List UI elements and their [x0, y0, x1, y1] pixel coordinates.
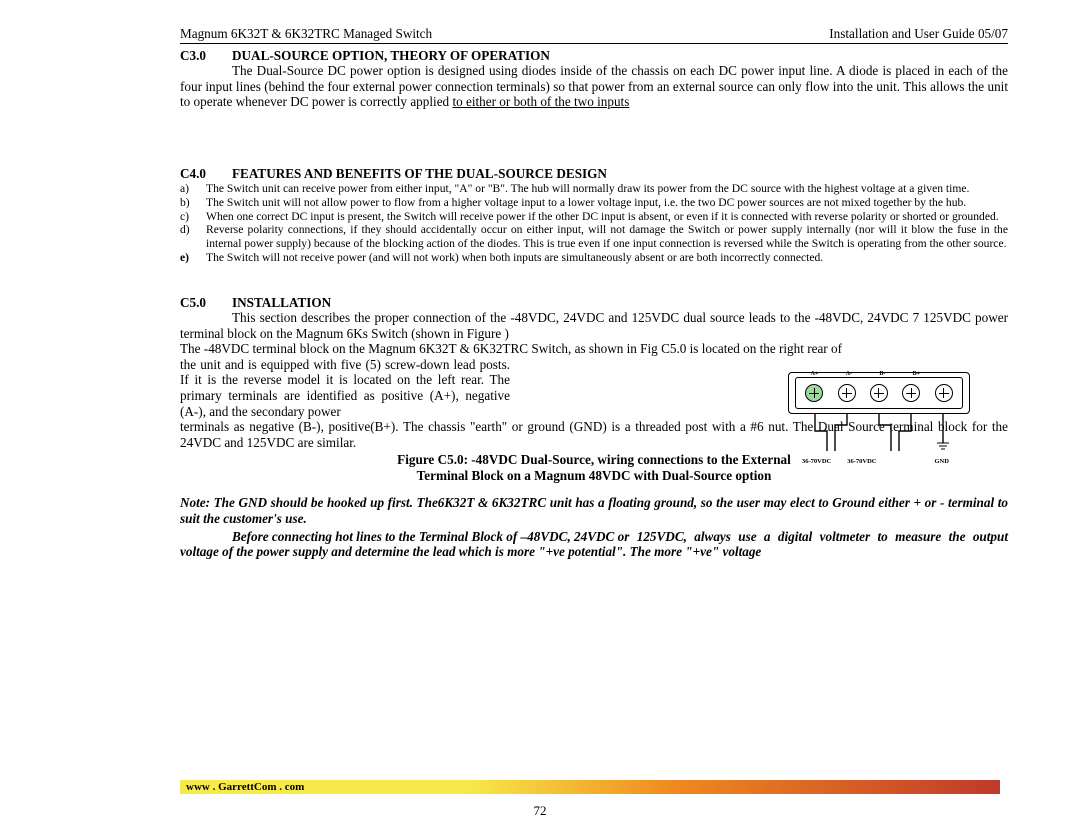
- c3-lead: The Dual-Source DC power option is desig…: [232, 63, 627, 78]
- note-2: Before connecting hot lines to the Termi…: [180, 529, 1008, 560]
- feature-item: d)Reverse polarity connections, if they …: [180, 223, 1008, 250]
- terminal-block-diagram: A+ A- B- B+: [788, 372, 970, 414]
- item-key: e): [180, 251, 206, 265]
- wire-label: 36-70VDC: [802, 458, 831, 466]
- wire-labels: 36-70VDC 36-70VDC GND: [788, 458, 998, 466]
- item-text: The Switch unit will not allow power to …: [206, 196, 1008, 210]
- c5-lead: This section describes the proper connec…: [232, 310, 627, 325]
- item-text: The Switch unit can receive power from e…: [206, 182, 1008, 196]
- header-left: Magnum 6K32T & 6K32TRC Managed Switch: [180, 26, 432, 42]
- screw-icon: [838, 384, 856, 402]
- item-text: The Switch will not receive power (and w…: [206, 251, 1008, 265]
- section-c3-body: The Dual-Source DC power option is desig…: [180, 63, 1008, 110]
- item-key: c): [180, 210, 206, 224]
- installation-section: This section describes the proper connec…: [180, 310, 1008, 450]
- page-header: Magnum 6K32T & 6K32TRC Managed Switch In…: [180, 26, 1008, 44]
- wires-diagram: [795, 413, 963, 457]
- terminal-figure: A+ A- B- B+: [758, 372, 1008, 466]
- footer-url: www . GarrettCom . com: [186, 781, 304, 793]
- section-number: C5.0: [180, 295, 232, 311]
- item-text: Reverse polarity connections, if they sh…: [206, 223, 1008, 250]
- c5-narrow: the unit and is equipped with five (5) s…: [180, 357, 510, 419]
- item-text: When one correct DC input is present, th…: [206, 210, 1008, 224]
- item-key: a): [180, 182, 206, 196]
- feature-item: b)The Switch unit will not allow power t…: [180, 196, 1008, 210]
- section-title: INSTALLATION: [232, 295, 331, 311]
- item-key: d): [180, 223, 206, 250]
- footer-bar: www . GarrettCom . com: [180, 780, 1000, 794]
- section-number: C3.0: [180, 48, 232, 64]
- section-number: C4.0: [180, 166, 232, 182]
- item-key: b): [180, 196, 206, 210]
- section-title: DUAL-SOURCE OPTION, THEORY OF OPERATION: [232, 48, 550, 64]
- caption-line2: Terminal Block on a Magnum 48VDC with Du…: [417, 468, 772, 483]
- section-title: FEATURES AND BENEFITS OF THE DUAL-SOURCE…: [232, 166, 607, 182]
- c3-underlined: to either or both of the two inputs: [452, 94, 629, 109]
- screw-icon: [935, 384, 953, 402]
- feature-item: a)The Switch unit can receive power from…: [180, 182, 1008, 196]
- feature-item: c)When one correct DC input is present, …: [180, 210, 1008, 224]
- header-right: Installation and User Guide 05/07: [829, 26, 1008, 42]
- note-1: Note: The GND should be hooked up first.…: [180, 495, 1008, 526]
- section-c4-heading: C4.0 FEATURES AND BENEFITS OF THE DUAL-S…: [180, 166, 1008, 182]
- note2-indent: Before connecting hot lines to the Termi…: [232, 529, 629, 545]
- feature-item: e)The Switch will not receive power (and…: [180, 251, 1008, 265]
- wire-label: GND: [935, 458, 949, 466]
- document-page: Magnum 6K32T & 6K32TRC Managed Switch In…: [0, 0, 1080, 834]
- screw-icon: [870, 384, 888, 402]
- screw-icon: [805, 384, 823, 402]
- section-c3-heading: C3.0 DUAL-SOURCE OPTION, THEORY OF OPERA…: [180, 48, 1008, 64]
- screw-icon: [902, 384, 920, 402]
- feature-list: a)The Switch unit can receive power from…: [180, 182, 1008, 264]
- section-c5-heading: C5.0 INSTALLATION: [180, 295, 1008, 311]
- caption-line1: Figure C5.0: -48VDC Dual-Source, wiring …: [397, 452, 791, 467]
- page-number: 72: [0, 803, 1080, 818]
- wire-label: 36-70VDC: [847, 458, 876, 466]
- c5-p2a: The -48VDC terminal block on the Magnum …: [180, 341, 842, 356]
